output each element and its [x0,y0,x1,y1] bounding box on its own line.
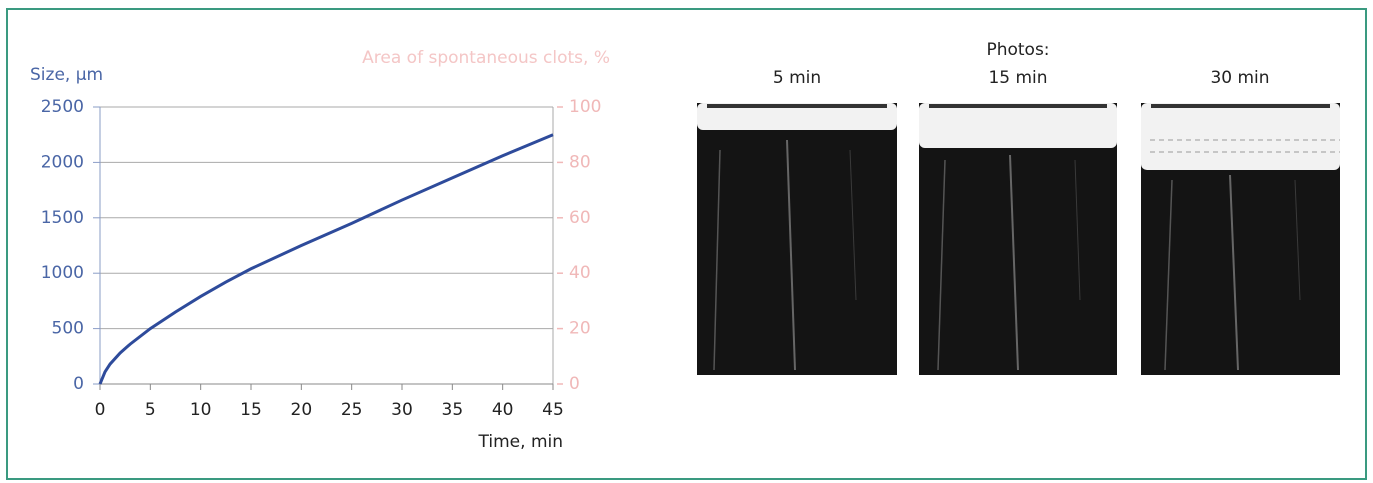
y2-tick-label: 0 [569,374,580,394]
y2-tick-label: 60 [569,208,591,228]
x-tick-label: 0 [95,400,106,420]
x-tick-label: 5 [145,400,156,420]
photo-label: 30 min [1210,68,1269,88]
photos-title: Photos: [986,40,1049,60]
x-tick-label: 30 [391,400,413,420]
photo [1141,103,1340,375]
photos: Photos: 5 min 15 min 30 min [697,40,1340,375]
data-line [98,133,554,385]
y2-tick-label: 100 [569,97,601,117]
y-tick-label: 2000 [41,152,84,172]
x-tick-label: 45 [542,400,564,420]
y-tick-label: 1500 [41,208,84,228]
frame [6,8,1367,480]
photo [697,103,897,375]
y2-tick-label: 40 [569,263,591,283]
y-tick-label: 1000 [41,263,84,283]
x-tick-label: 40 [492,400,514,420]
x-tick-label: 10 [190,400,212,420]
x-tick-label: 15 [240,400,262,420]
photo-label: 15 min [988,68,1047,88]
photo [919,103,1117,375]
y2-tick-label: 20 [569,319,591,339]
y2-tick-label: 80 [569,152,591,172]
x-tick-label: 20 [291,400,313,420]
y-tick-label: 0 [73,374,84,394]
y-tick-label: 2500 [41,97,84,117]
y-tick-label: 500 [52,319,84,339]
x-tick-label: 35 [442,400,464,420]
y-axis-label: Size, µm [30,65,103,85]
x-tick-label: 25 [341,400,363,420]
photo-label: 5 min [773,68,821,88]
y2-axis-label: Area of spontaneous clots, % [362,48,610,68]
x-axis-label: Time, min [478,432,563,452]
